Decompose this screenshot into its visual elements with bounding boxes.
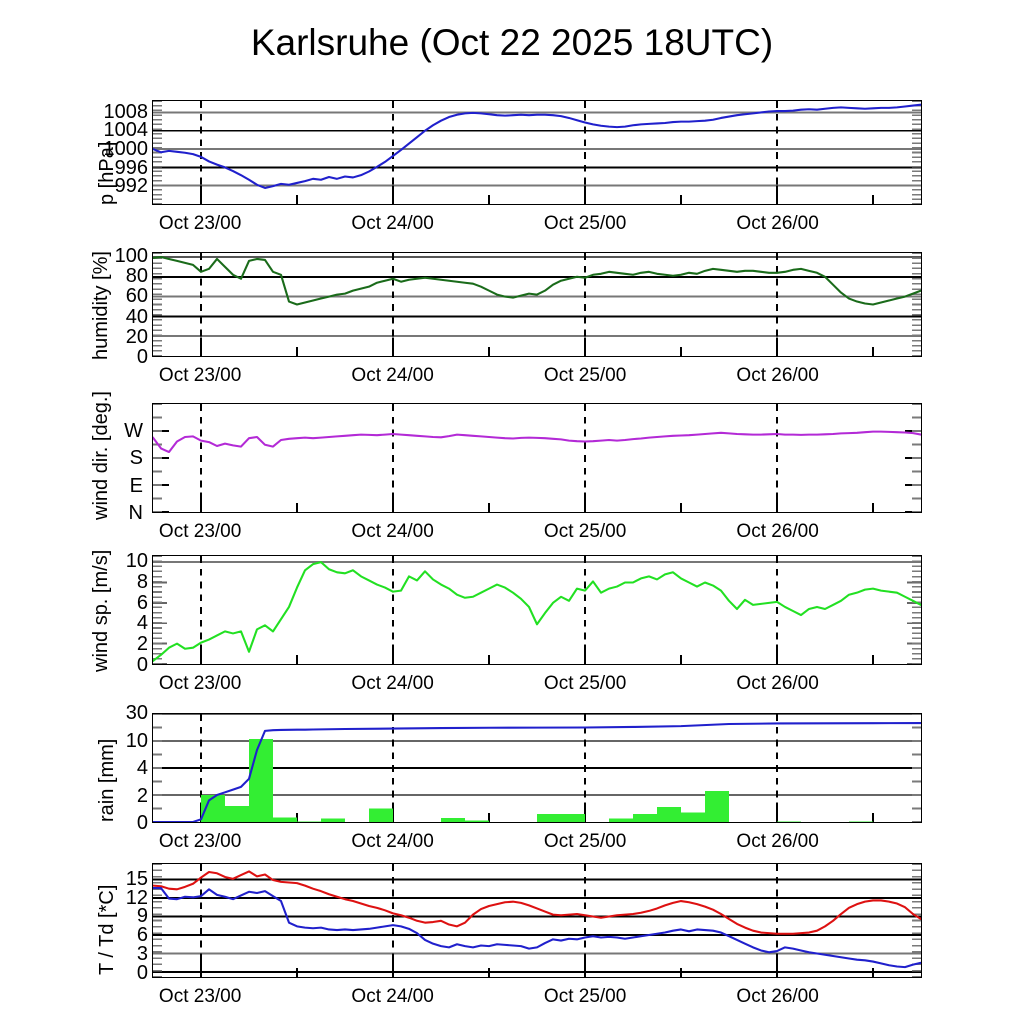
rain-x-ticks: Oct 23/00 Oct 24/00 Oct 25/00 Oct 26/00 [0, 831, 1024, 855]
temperature-plot [152, 863, 922, 978]
x-tick-label: Oct 24/00 [351, 673, 434, 694]
y-tick-label: 80 [125, 265, 148, 288]
x-tick-label: Oct 23/00 [158, 673, 242, 694]
y-tick-label: 4 [136, 757, 148, 779]
y-tick-label: 3 [136, 943, 148, 966]
x-tick-label: Oct 23/00 [158, 986, 242, 1007]
y-tick-label: 2 [136, 784, 148, 807]
y-tick-label: 6 [136, 924, 148, 947]
humidity-plot [152, 252, 922, 357]
y-tick-label: 0 [136, 654, 148, 676]
x-tick-label: Oct 25/00 [543, 986, 627, 1007]
y-tick-label: 1008 [103, 100, 149, 123]
y-tick-label: 2 [136, 633, 148, 656]
x-tick-label: Oct 25/00 [543, 521, 627, 542]
x-tick-label: Oct 23/00 [158, 213, 242, 234]
x-tick-label: Oct 23/00 [158, 521, 242, 542]
x-tick-label: Oct 26/00 [736, 673, 819, 694]
x-tick-label: Oct 24/00 [351, 986, 434, 1007]
x-tick-label: Oct 25/00 [543, 365, 627, 386]
wind-speed-x-ticks: Oct 23/00 Oct 24/00 Oct 25/00 Oct 26/00 [0, 673, 1024, 697]
pressure-axis-label: p [hPa] [96, 141, 118, 205]
y-tick-label: 0 [136, 961, 148, 984]
x-tick-label: Oct 26/00 [736, 521, 819, 542]
y-tick-label: 4 [136, 612, 148, 635]
y-tick-label: S [129, 447, 143, 469]
humidity-x-ticks: Oct 23/00 Oct 24/00 Oct 25/00 Oct 26/00 [0, 365, 1024, 389]
y-tick-label: 0 [136, 812, 148, 834]
x-tick-label: Oct 25/00 [543, 673, 627, 694]
y-tick-label: 12 [125, 886, 148, 909]
wind-speed-plot [152, 555, 922, 665]
wind-direction-plot [152, 403, 922, 513]
y-tick-label: 15 [125, 867, 148, 890]
y-tick-label: 20 [125, 325, 148, 348]
x-tick-label: Oct 24/00 [351, 365, 434, 386]
y-tick-label: 40 [125, 305, 148, 328]
y-tick-label: 30 [125, 702, 148, 724]
y-tick-label: 6 [136, 591, 148, 614]
y-tick-label: 1004 [103, 119, 149, 142]
x-tick-label: Oct 26/00 [736, 986, 819, 1007]
y-tick-label: 10 [125, 550, 148, 573]
wind-direction-x-ticks: Oct 23/00 Oct 24/00 Oct 25/00 Oct 26/00 [0, 521, 1024, 545]
y-tick-label: 1000 [103, 138, 149, 160]
y-tick-label: 10 [125, 729, 148, 752]
y-tick-label: 9 [136, 905, 148, 928]
pressure-plot [152, 100, 922, 205]
x-tick-label: Oct 26/00 [736, 831, 819, 852]
pressure-x-ticks: Oct 23/00 Oct 24/00 Oct 25/00 Oct 26/00 [0, 213, 1024, 237]
x-tick-label: Oct 23/00 [158, 365, 242, 386]
x-tick-label: Oct 24/00 [351, 213, 434, 234]
y-tick-label: N [128, 502, 143, 524]
x-tick-label: Oct 26/00 [736, 365, 819, 386]
rain-axis-label: rain [mm] [96, 738, 118, 822]
y-tick-label: 992 [114, 175, 148, 198]
rain-plot [152, 713, 922, 823]
y-tick-label: 100 [114, 245, 148, 268]
x-tick-label: Oct 23/00 [158, 831, 242, 852]
x-tick-label: Oct 25/00 [543, 831, 627, 852]
y-tick-label: E [129, 474, 143, 497]
y-tick-label: 60 [125, 285, 148, 308]
y-tick-label: 996 [114, 156, 148, 179]
x-tick-label: Oct 26/00 [736, 213, 819, 234]
x-tick-label: Oct 24/00 [351, 521, 434, 542]
page-title: Karlsruhe (Oct 22 2025 18UTC) [250, 22, 774, 63]
humidity-axis-label: humidity [%] [90, 251, 112, 360]
temperature-axis-label: T / Td [*C] [96, 884, 118, 975]
x-tick-label: Oct 25/00 [543, 213, 627, 234]
y-tick-label: 8 [136, 570, 148, 593]
y-tick-label: 0 [136, 346, 148, 368]
temperature-x-ticks: Oct 23/00 Oct 24/00 Oct 25/00 Oct 26/00 [0, 986, 1024, 1010]
y-tick-label: W [124, 419, 143, 442]
x-tick-label: Oct 24/00 [351, 831, 434, 852]
